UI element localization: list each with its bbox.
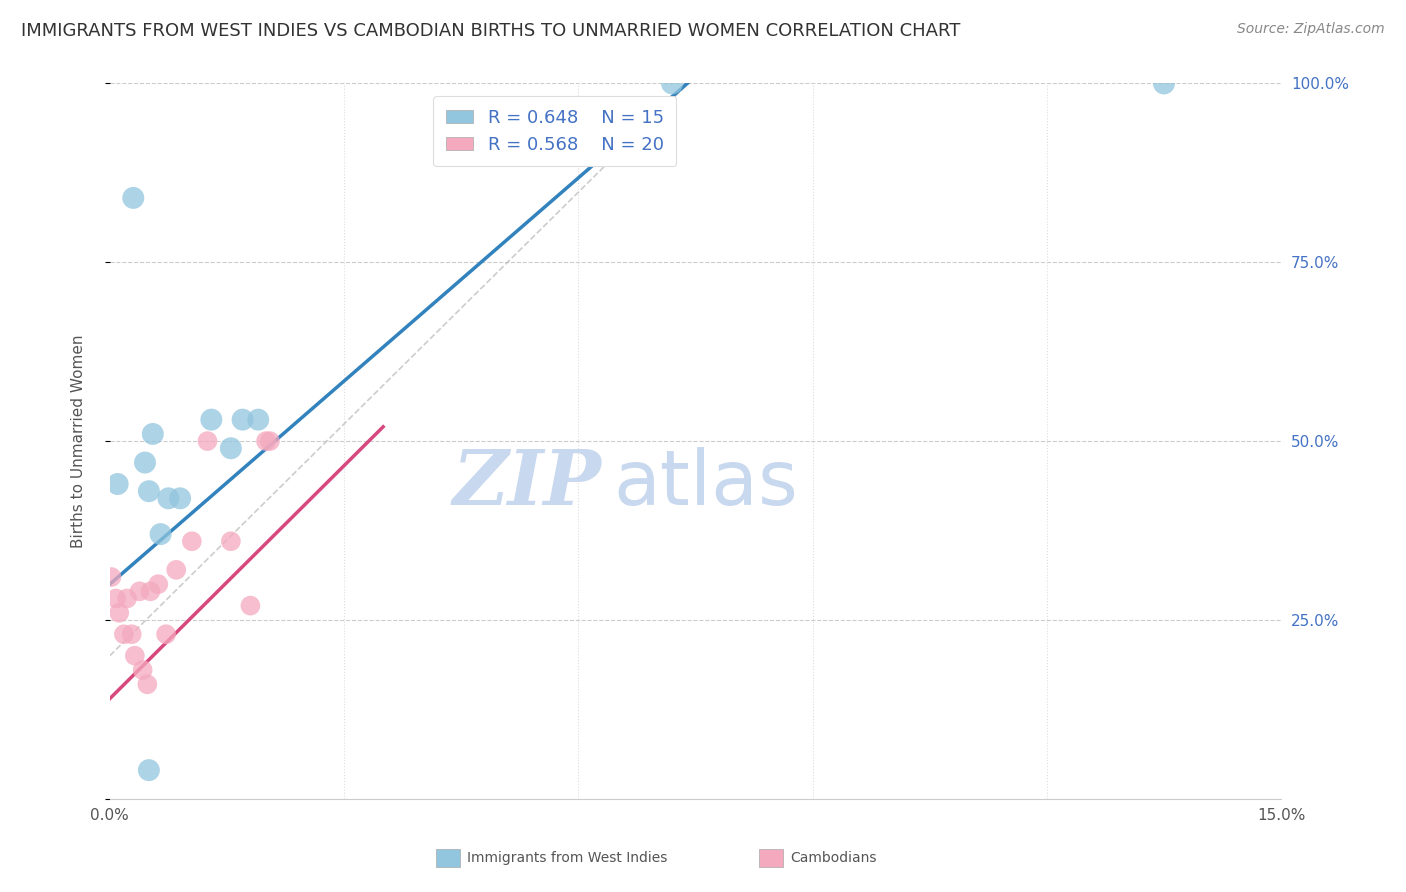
Point [1153,77,1175,91]
Point [180,534,202,549]
Point [131,663,153,677]
Text: Source: ZipAtlas.com: Source: ZipAtlas.com [1237,22,1385,37]
Point [139,584,162,599]
Point [149,527,172,541]
Point [247,412,270,426]
Y-axis label: Births to Unmarried Women: Births to Unmarried Women [72,334,86,548]
Text: IMMIGRANTS FROM WEST INDIES VS CAMBODIAN BIRTHS TO UNMARRIED WOMEN CORRELATION C: IMMIGRANTS FROM WEST INDIES VS CAMBODIAN… [21,22,960,40]
Point [148,577,170,591]
Point [107,477,129,491]
Point [254,434,277,449]
Point [136,677,159,691]
Text: Cambodians: Cambodians [790,851,877,865]
Text: Immigrants from West Indies: Immigrants from West Indies [467,851,668,865]
Point [661,77,683,91]
Point [219,442,242,456]
Point [112,627,135,641]
Point [157,491,180,506]
Point [108,606,131,620]
Text: ZIP: ZIP [453,447,602,521]
Point [197,434,219,449]
Point [124,648,146,663]
Point [138,484,160,499]
Point [200,412,222,426]
Point [169,491,191,506]
Point [122,191,145,205]
Point [128,584,150,599]
Point [219,534,242,549]
Point [134,456,156,470]
Point [100,570,122,584]
Point [142,426,165,441]
Point [239,599,262,613]
Point [121,627,143,641]
Point [105,591,128,606]
Point [165,563,187,577]
Point [259,434,281,449]
Point [232,412,254,426]
Point [155,627,177,641]
Point [115,591,138,606]
Legend: R = 0.648    N = 15, R = 0.568    N = 20: R = 0.648 N = 15, R = 0.568 N = 20 [433,96,676,166]
Text: atlas: atlas [613,447,799,521]
Point [138,763,160,777]
